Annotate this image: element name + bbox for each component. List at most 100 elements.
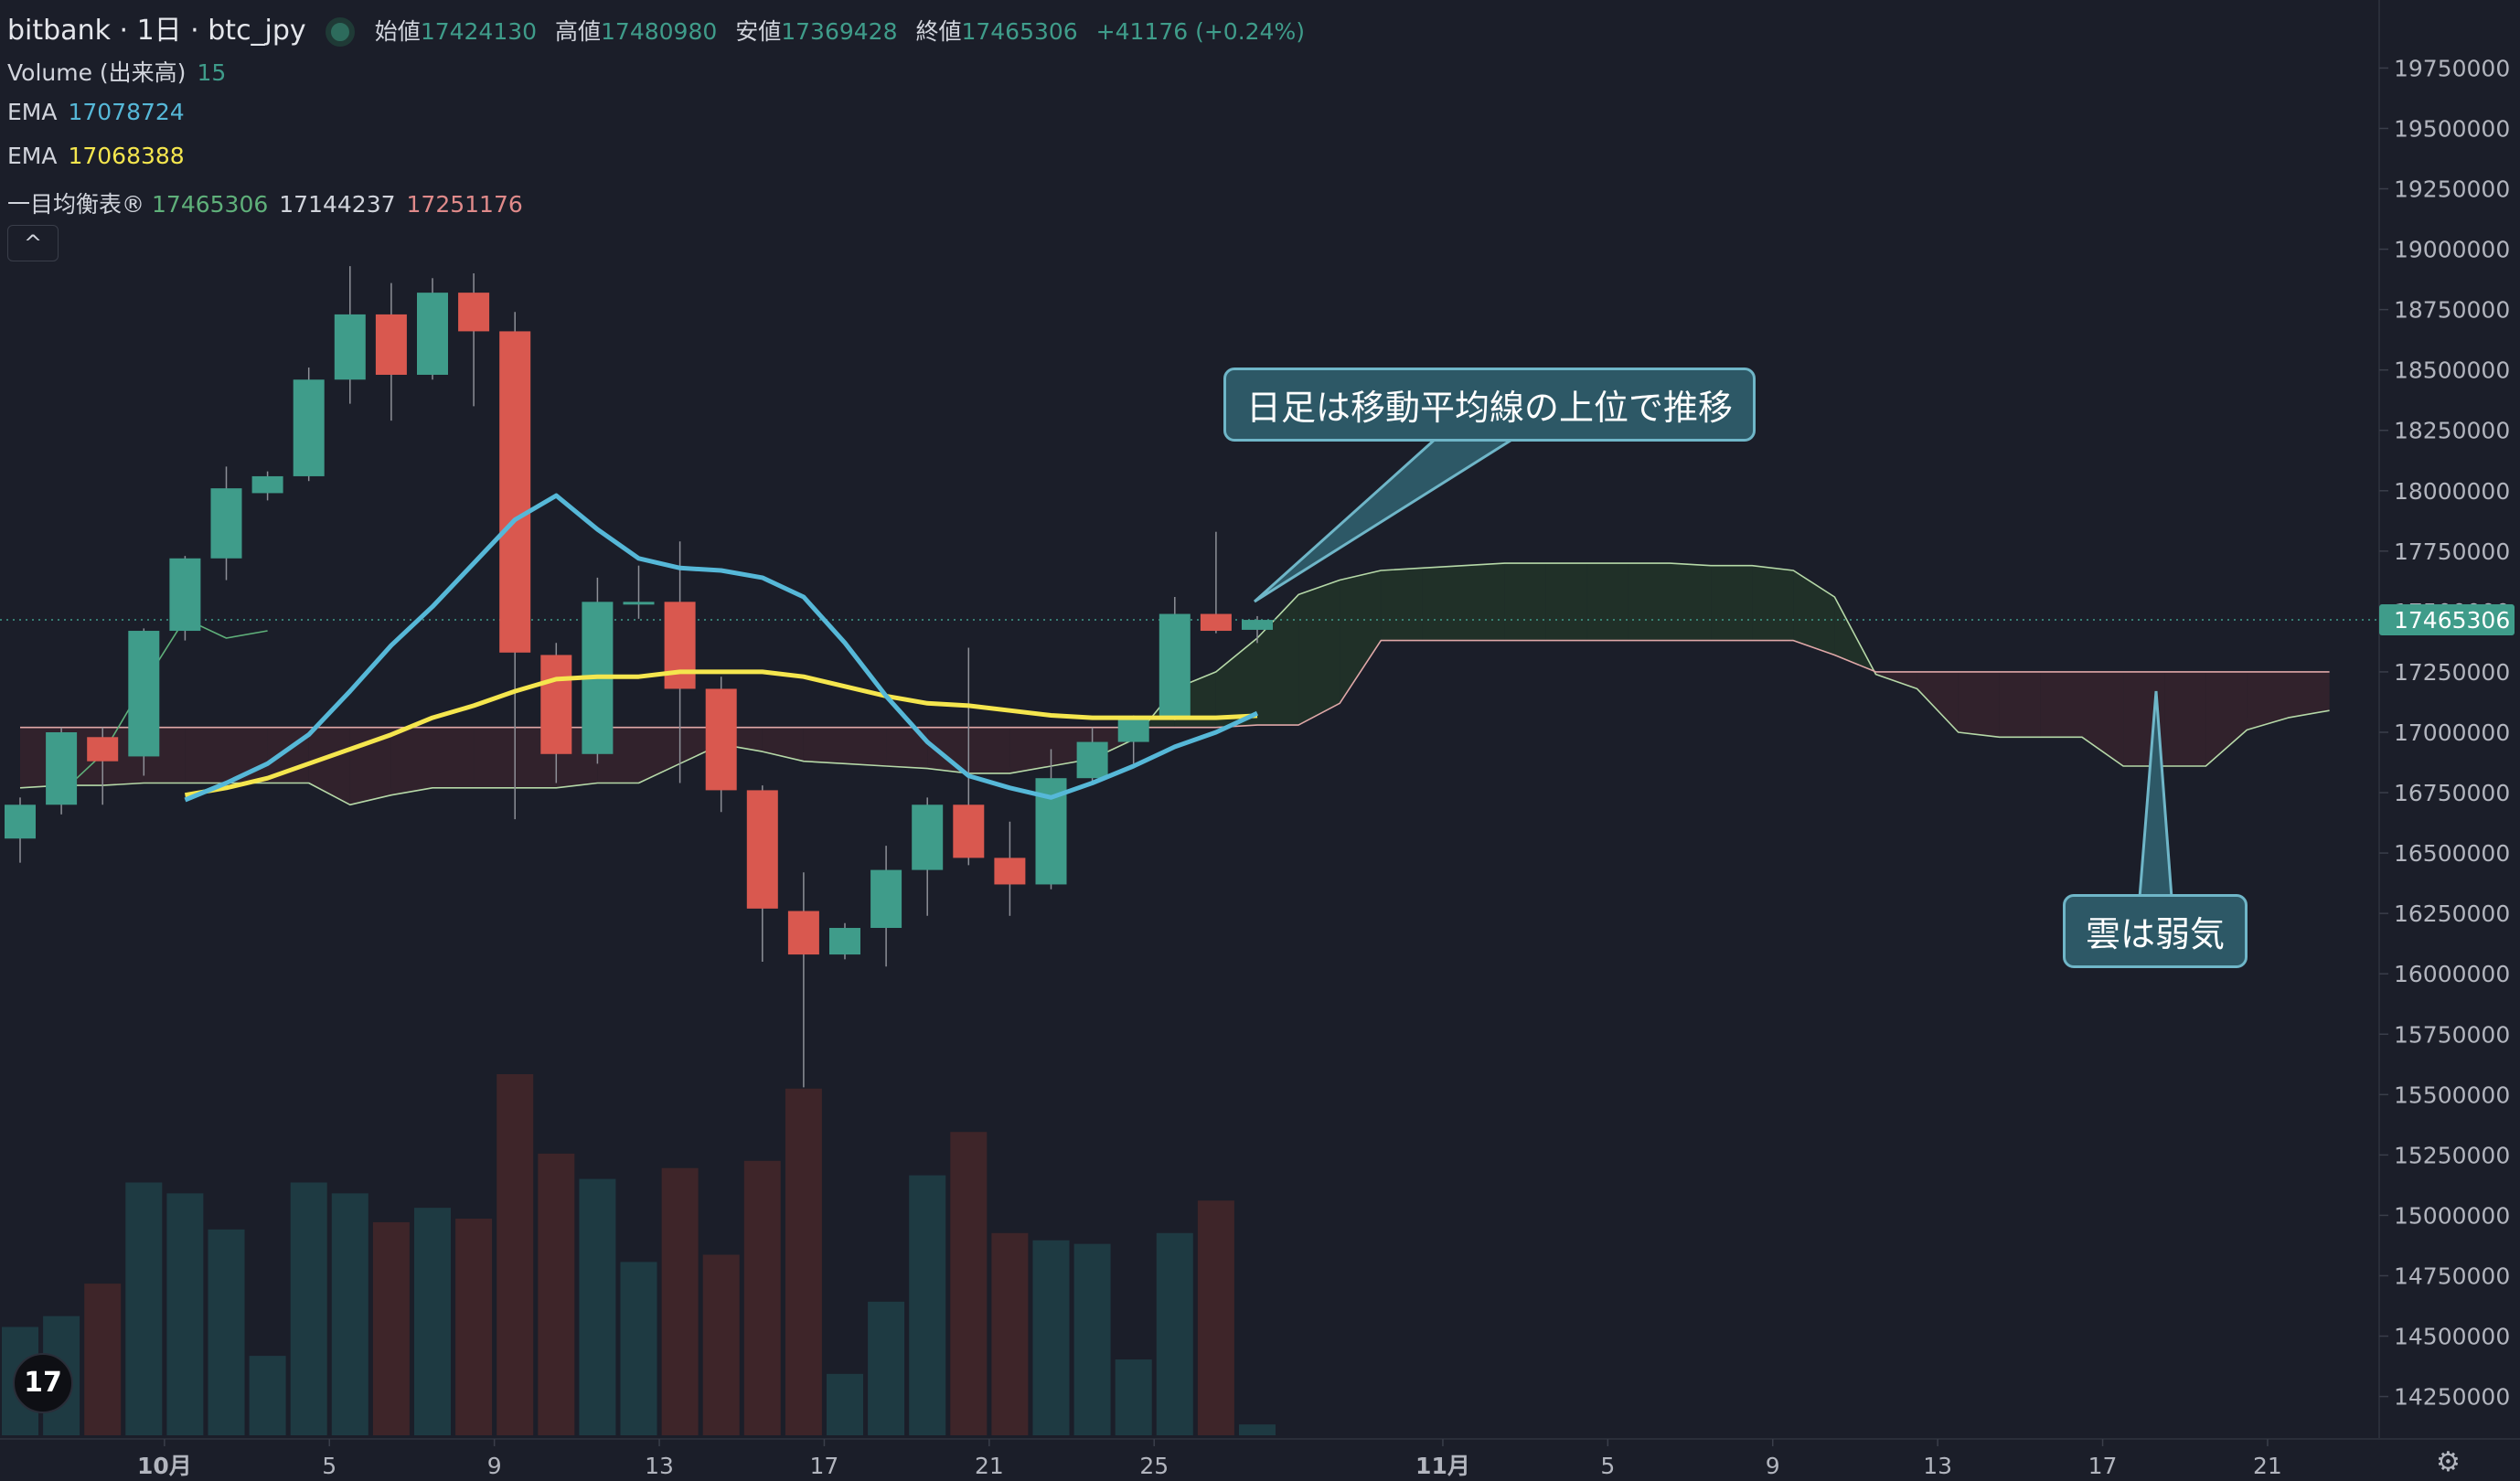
ichimoku-cloud-segment bbox=[2082, 671, 2124, 766]
price-tick-label: 15000000 bbox=[2394, 1202, 2510, 1229]
candle bbox=[251, 471, 283, 501]
volume-bar bbox=[868, 1301, 905, 1435]
ichimoku-cloud-segment bbox=[432, 727, 475, 788]
volume-bar bbox=[1197, 1200, 1234, 1435]
ichimoku-cloud-segment bbox=[1422, 565, 1464, 641]
candle-body bbox=[746, 790, 778, 909]
ichimoku-label: 一目均衡表® bbox=[7, 191, 145, 218]
ichimoku-legend[interactable]: 一目均衡表® 17465306 17144237 17251176 bbox=[7, 186, 534, 219]
volume-bar bbox=[372, 1221, 410, 1435]
candle bbox=[787, 872, 819, 1088]
callout-daily-above-ma-text: 日足は移動平均線の上位で推移 bbox=[1246, 388, 1734, 428]
tradingview-logo-icon[interactable]: 17 bbox=[13, 1353, 73, 1413]
candle bbox=[912, 797, 944, 916]
ema-fast-label: EMA bbox=[7, 99, 58, 125]
ichimoku-cloud-segment bbox=[1711, 565, 1753, 641]
volume-bar bbox=[249, 1356, 286, 1435]
volume-bar bbox=[950, 1132, 988, 1435]
price-tick-label: 14500000 bbox=[2394, 1324, 2510, 1350]
price-axis-background bbox=[2379, 0, 2520, 1481]
candle bbox=[169, 556, 201, 641]
candle-body bbox=[912, 804, 944, 870]
ema-fast-legend[interactable]: EMA 17078724 bbox=[7, 99, 196, 125]
close-label: 終値 bbox=[915, 18, 962, 45]
candle bbox=[1242, 615, 1273, 644]
time-tick-label: 5 bbox=[322, 1453, 336, 1479]
ichimoku-cloud-segment bbox=[2040, 671, 2082, 738]
candle bbox=[829, 922, 860, 960]
ichimoku-cloud-segment bbox=[1793, 570, 1835, 655]
gear-glyph: ⚙ bbox=[2436, 1446, 2461, 1478]
price-tick-label: 14750000 bbox=[2394, 1263, 2510, 1289]
ichimoku-cloud-segment bbox=[1586, 563, 1628, 641]
candle-body bbox=[458, 293, 490, 332]
ichimoku-cloud-segment bbox=[886, 727, 928, 769]
candle bbox=[623, 565, 655, 619]
volume-bar bbox=[827, 1373, 863, 1435]
open-value: 17424130 bbox=[420, 18, 538, 45]
price-tick-label: 18000000 bbox=[2394, 478, 2510, 505]
volume-bar bbox=[331, 1193, 368, 1435]
candle bbox=[1117, 715, 1149, 764]
ichimoku-value-1: 17465306 bbox=[152, 191, 269, 218]
ema-slow-line bbox=[184, 669, 1258, 798]
time-tick-label: 25 bbox=[1139, 1453, 1169, 1479]
ichimoku-value-2: 17144237 bbox=[279, 191, 396, 218]
gear-icon[interactable]: ⚙ bbox=[2436, 1446, 2461, 1478]
volume-bar bbox=[743, 1160, 781, 1435]
volume-bar bbox=[1156, 1232, 1193, 1435]
candle-body bbox=[664, 602, 696, 689]
price-tick-label: 19250000 bbox=[2394, 176, 2510, 203]
candle-body bbox=[1200, 613, 1232, 632]
candle bbox=[1076, 727, 1108, 783]
price-tick-label: 18250000 bbox=[2394, 418, 2510, 444]
ichimoku-cloud-segment bbox=[2247, 671, 2289, 730]
time-tick-label: 9 bbox=[1766, 1453, 1780, 1479]
candle-body bbox=[787, 911, 819, 955]
candle-body bbox=[1076, 741, 1108, 779]
ichimoku-cloud-segment bbox=[968, 727, 1010, 773]
ema-slow-legend[interactable]: EMA 17068388 bbox=[7, 143, 196, 169]
candle-body bbox=[87, 737, 119, 762]
candle bbox=[334, 266, 366, 404]
high-label: 高値 bbox=[555, 18, 602, 45]
market-status-dot bbox=[326, 16, 356, 47]
time-tick-label: 21 bbox=[975, 1453, 1004, 1479]
volume-bar bbox=[1073, 1243, 1111, 1435]
candle-body bbox=[1159, 613, 1191, 719]
price-tick-label: 15250000 bbox=[2394, 1142, 2510, 1168]
candle-body bbox=[705, 688, 737, 791]
symbol-title[interactable]: bitbank · 1日 · btc_jpy bbox=[7, 15, 306, 47]
ichimoku-cloud-segment bbox=[1545, 563, 1587, 641]
ichimoku-cloud-segment bbox=[1670, 563, 1712, 641]
volume-bar bbox=[620, 1262, 657, 1435]
volume-bar bbox=[455, 1219, 493, 1435]
ichimoku-cloud-segment bbox=[390, 727, 432, 795]
open-label: 始値 bbox=[374, 18, 421, 45]
ichimoku-cloud-segment bbox=[2288, 671, 2330, 719]
ichimoku-cloud-segment bbox=[762, 727, 804, 762]
candle-body bbox=[870, 869, 902, 929]
candle bbox=[293, 368, 325, 482]
ichimoku-cloud-segment bbox=[1463, 563, 1505, 641]
ichimoku-cloud-segment bbox=[185, 727, 227, 783]
change-value: +41176 (+0.24%) bbox=[1095, 18, 1305, 45]
callout-daily-above-ma: 日足は移動平均線の上位で推移 bbox=[1223, 368, 1757, 442]
volume-legend[interactable]: Volume (出来高) 15 bbox=[7, 55, 237, 88]
ema-slow-value: 17068388 bbox=[68, 143, 185, 169]
collapse-legend-button[interactable]: ^ bbox=[7, 225, 59, 261]
ichimoku-cloud-segment bbox=[1340, 570, 1382, 704]
ichimoku-cloud-segment bbox=[845, 727, 887, 766]
volume-bar bbox=[1239, 1424, 1276, 1435]
time-tick-label: 5 bbox=[1600, 1453, 1615, 1479]
close-value: 17465306 bbox=[961, 18, 1078, 45]
candle bbox=[540, 643, 572, 783]
candle-body bbox=[1242, 620, 1273, 630]
candle bbox=[128, 628, 160, 776]
ichimoku-cloud-segment bbox=[1381, 568, 1423, 641]
time-tick-label: 10月 bbox=[137, 1453, 192, 1479]
volume-label: Volume (出来高) bbox=[7, 59, 187, 86]
ichimoku-cloud-segment bbox=[638, 727, 680, 783]
ichimoku-cloud-segment bbox=[1999, 671, 2041, 738]
